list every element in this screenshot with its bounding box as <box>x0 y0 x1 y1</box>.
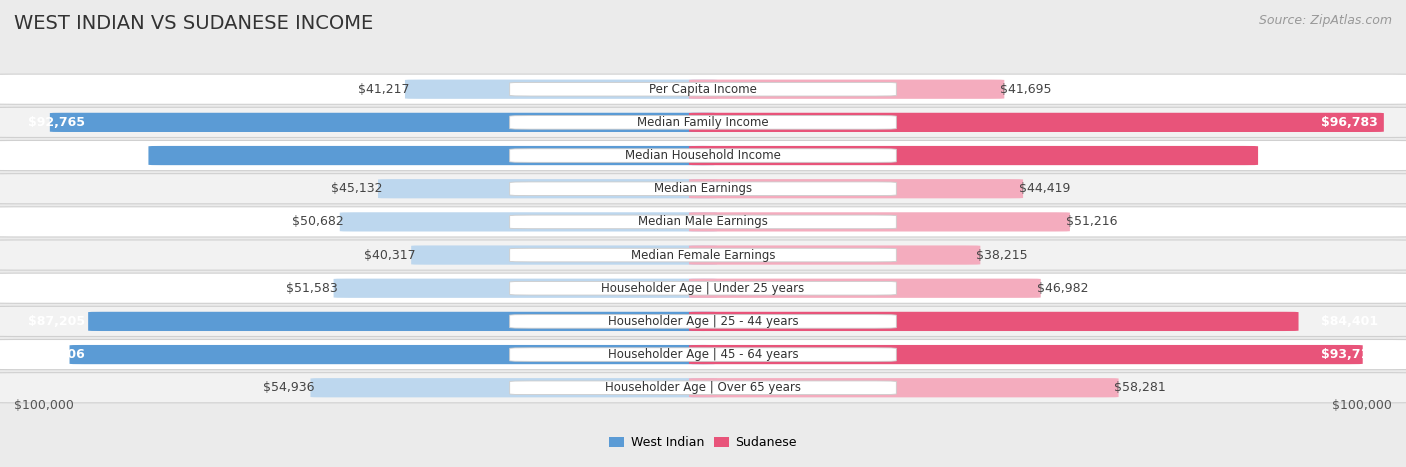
Text: $45,132: $45,132 <box>330 182 382 195</box>
FancyBboxPatch shape <box>0 306 1406 337</box>
Text: Median Household Income: Median Household Income <box>626 149 780 162</box>
FancyBboxPatch shape <box>689 279 1040 298</box>
Text: $50,682: $50,682 <box>292 215 344 228</box>
FancyBboxPatch shape <box>510 115 897 129</box>
Text: $51,583: $51,583 <box>285 282 337 295</box>
Text: Householder Age | Under 25 years: Householder Age | Under 25 years <box>602 282 804 295</box>
Text: $51,216: $51,216 <box>1066 215 1118 228</box>
Text: $78,529: $78,529 <box>1320 149 1378 162</box>
FancyBboxPatch shape <box>89 312 717 331</box>
FancyBboxPatch shape <box>689 378 1119 397</box>
FancyBboxPatch shape <box>689 179 1024 198</box>
FancyBboxPatch shape <box>510 248 897 262</box>
FancyBboxPatch shape <box>689 345 1362 364</box>
Legend: West Indian, Sudanese: West Indian, Sudanese <box>605 432 801 454</box>
FancyBboxPatch shape <box>311 378 717 397</box>
Text: $38,215: $38,215 <box>976 248 1028 262</box>
Text: $40,317: $40,317 <box>364 248 415 262</box>
FancyBboxPatch shape <box>689 146 1258 165</box>
Text: $58,281: $58,281 <box>1115 381 1166 394</box>
Text: $54,936: $54,936 <box>263 381 315 394</box>
Text: Householder Age | 45 - 64 years: Householder Age | 45 - 64 years <box>607 348 799 361</box>
Text: Householder Age | Over 65 years: Householder Age | Over 65 years <box>605 381 801 394</box>
Text: $89,906: $89,906 <box>28 348 84 361</box>
FancyBboxPatch shape <box>510 182 897 196</box>
Text: Householder Age | 25 - 44 years: Householder Age | 25 - 44 years <box>607 315 799 328</box>
Text: $44,419: $44,419 <box>1019 182 1070 195</box>
Text: Median Earnings: Median Earnings <box>654 182 752 195</box>
Text: Source: ZipAtlas.com: Source: ZipAtlas.com <box>1258 14 1392 27</box>
FancyBboxPatch shape <box>340 212 717 232</box>
FancyBboxPatch shape <box>69 345 717 364</box>
FancyBboxPatch shape <box>0 107 1406 137</box>
Text: Per Capita Income: Per Capita Income <box>650 83 756 96</box>
FancyBboxPatch shape <box>0 74 1406 104</box>
FancyBboxPatch shape <box>510 315 897 328</box>
Text: $84,401: $84,401 <box>1320 315 1378 328</box>
FancyBboxPatch shape <box>510 149 897 163</box>
FancyBboxPatch shape <box>510 282 897 295</box>
Text: $96,783: $96,783 <box>1322 116 1378 129</box>
FancyBboxPatch shape <box>0 373 1406 403</box>
FancyBboxPatch shape <box>0 141 1406 170</box>
Text: $41,217: $41,217 <box>357 83 409 96</box>
Text: Median Female Earnings: Median Female Earnings <box>631 248 775 262</box>
Text: $100,000: $100,000 <box>14 399 75 412</box>
FancyBboxPatch shape <box>510 348 897 361</box>
FancyBboxPatch shape <box>689 212 1070 232</box>
FancyBboxPatch shape <box>0 240 1406 270</box>
Text: $78,455: $78,455 <box>28 149 86 162</box>
FancyBboxPatch shape <box>510 215 897 229</box>
FancyBboxPatch shape <box>378 179 717 198</box>
FancyBboxPatch shape <box>411 246 717 265</box>
FancyBboxPatch shape <box>405 79 717 99</box>
FancyBboxPatch shape <box>689 246 980 265</box>
FancyBboxPatch shape <box>333 279 717 298</box>
Text: $100,000: $100,000 <box>1331 399 1392 412</box>
FancyBboxPatch shape <box>689 113 1384 132</box>
Text: Median Male Earnings: Median Male Earnings <box>638 215 768 228</box>
FancyBboxPatch shape <box>149 146 717 165</box>
Text: $87,205: $87,205 <box>28 315 86 328</box>
Text: $93,718: $93,718 <box>1322 348 1378 361</box>
FancyBboxPatch shape <box>0 207 1406 237</box>
FancyBboxPatch shape <box>689 79 1004 99</box>
Text: WEST INDIAN VS SUDANESE INCOME: WEST INDIAN VS SUDANESE INCOME <box>14 14 374 33</box>
FancyBboxPatch shape <box>689 312 1299 331</box>
FancyBboxPatch shape <box>0 174 1406 204</box>
Text: $92,765: $92,765 <box>28 116 86 129</box>
FancyBboxPatch shape <box>0 273 1406 304</box>
Text: $41,695: $41,695 <box>1000 83 1052 96</box>
Text: Median Family Income: Median Family Income <box>637 116 769 129</box>
FancyBboxPatch shape <box>510 82 897 96</box>
FancyBboxPatch shape <box>0 340 1406 370</box>
FancyBboxPatch shape <box>49 113 717 132</box>
FancyBboxPatch shape <box>510 381 897 395</box>
Text: $46,982: $46,982 <box>1036 282 1088 295</box>
